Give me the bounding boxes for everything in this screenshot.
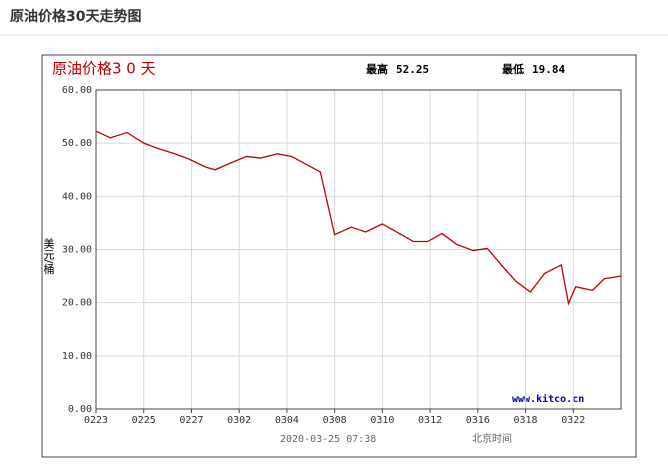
low-value: 19.84	[532, 63, 565, 76]
x-tick-label: 0304	[275, 415, 299, 426]
y-axis-label: 美元/桶	[42, 237, 55, 275]
high-value: 52.25	[396, 63, 429, 76]
page-title: 原油价格30天走势图	[10, 8, 141, 25]
timestamp: 2020-03-25 07:38	[280, 434, 376, 445]
y-tick-label: 40.00	[62, 191, 92, 202]
high-label: 最高	[366, 62, 388, 76]
chart-title: 原油价格3 0 天	[52, 60, 156, 78]
y-tick-label: 20.00	[62, 298, 92, 309]
y-tick-label: 50.00	[62, 138, 92, 149]
x-tick-label: 0225	[132, 415, 156, 426]
y-tick-label: 60.00	[62, 85, 92, 96]
x-tick-label: 0312	[418, 415, 442, 426]
y-tick-label: 0.00	[68, 404, 92, 415]
source: www.kitco.cn	[512, 393, 584, 405]
price-line	[95, 130, 622, 306]
y-tick-label: 10.00	[62, 351, 92, 362]
timezone: 北京时间	[472, 432, 512, 445]
x-tick-label: 0322	[561, 415, 585, 426]
low-label: 最低	[502, 62, 524, 76]
chart-frame	[41, 54, 637, 458]
x-tick-label: 0310	[370, 415, 394, 426]
x-tick-label: 0223	[84, 415, 108, 426]
x-tick-label: 0308	[323, 415, 347, 426]
x-tick-label: 0318	[513, 415, 537, 426]
x-tick-label: 0316	[466, 415, 490, 426]
y-tick-label: 30.00	[62, 245, 92, 256]
plot-frame	[95, 89, 622, 410]
x-tick-label: 0302	[227, 415, 251, 426]
x-tick-label: 0227	[179, 415, 203, 426]
